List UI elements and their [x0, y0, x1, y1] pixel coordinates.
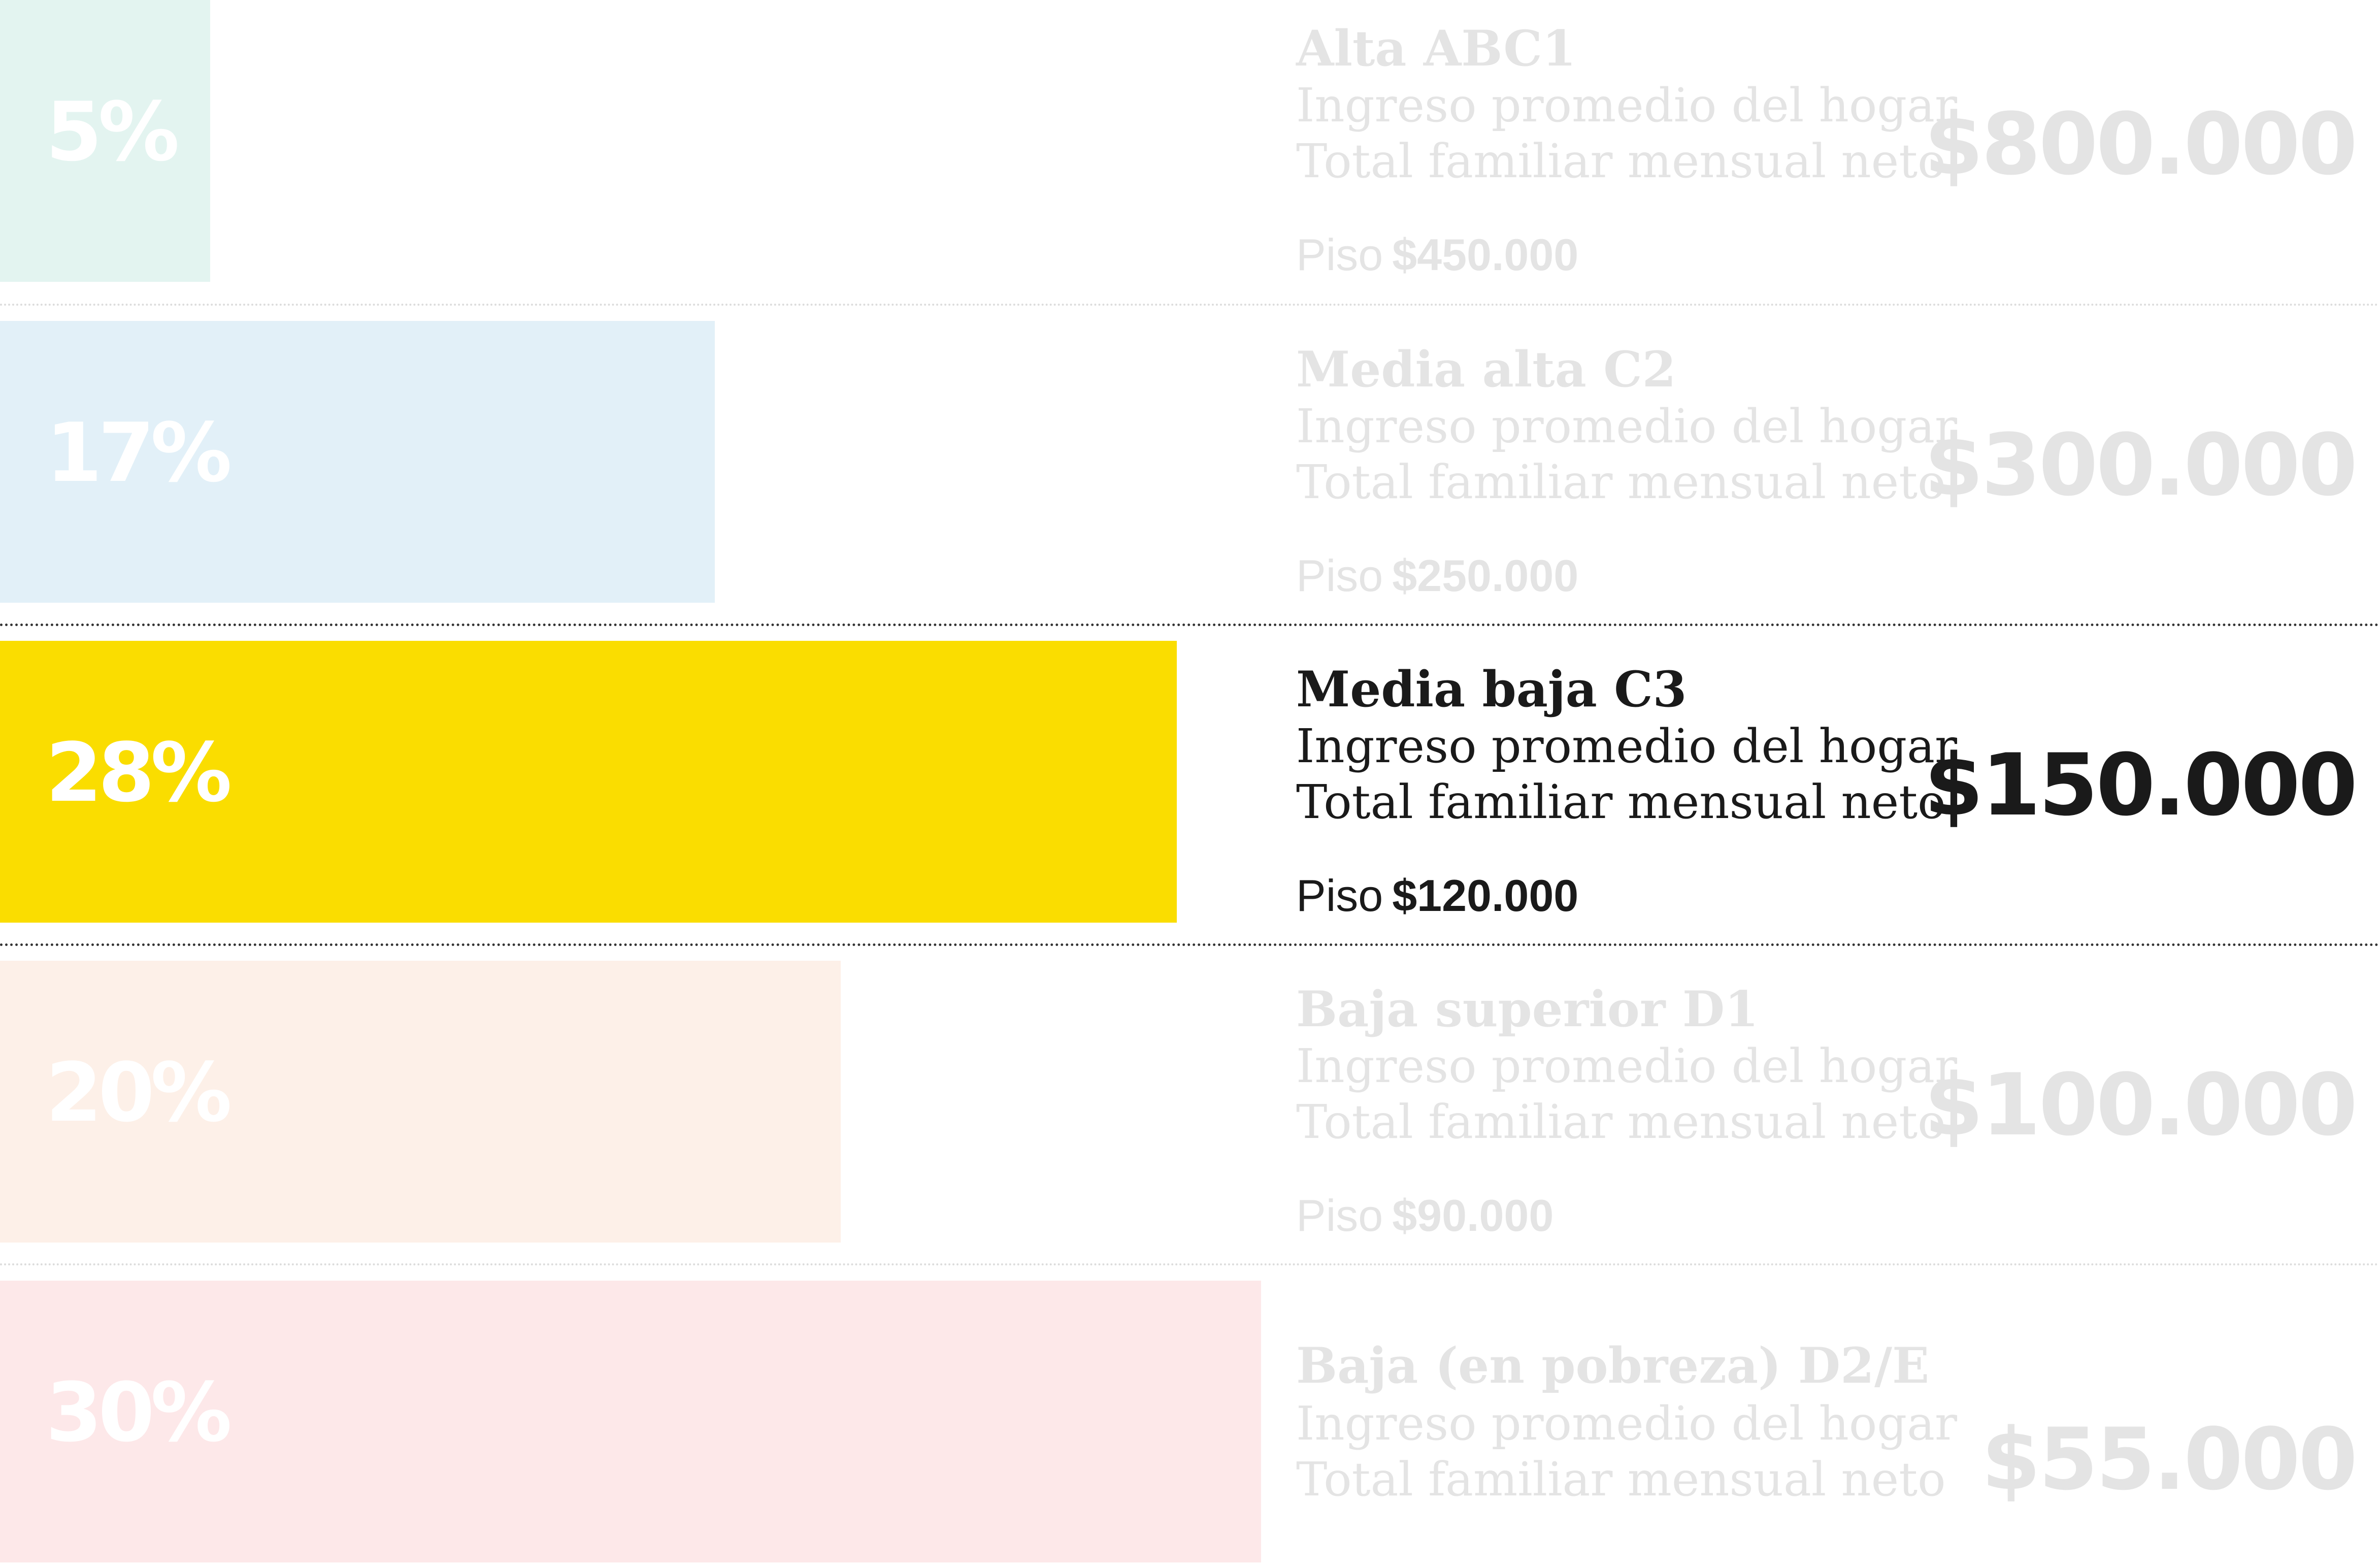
bar-percent-label: 30%: [46, 1365, 232, 1460]
income-floor: Piso $90.000: [1296, 1193, 1553, 1238]
income-label-line2: Total familiar mensual neto: [1296, 775, 1946, 829]
income-label-line1: Ingreso promedio del hogar: [1296, 719, 1958, 773]
average-income-amount: $800.000: [1924, 94, 2358, 194]
floor-label: Piso: [1296, 230, 1383, 280]
bar: [0, 321, 715, 603]
income-floor: Piso $250.000: [1296, 553, 1578, 598]
category-row: 20% Baja superior D1 Ingreso promedio del …: [0, 961, 2380, 1243]
bar: [0, 641, 1177, 923]
average-income-amount: $100.000: [1924, 1055, 2358, 1155]
bar: [0, 961, 841, 1243]
income-label-line1: Ingreso promedio del hogar: [1296, 1396, 1958, 1451]
income-label-line1: Ingreso promedio del hogar: [1296, 399, 1958, 453]
row-separator: [0, 304, 2380, 306]
floor-label: Piso: [1296, 550, 1383, 601]
category-name: Media baja C3: [1296, 661, 1687, 718]
floor-value: $120.000: [1392, 870, 1579, 921]
income-label-line2: Total familiar mensual neto: [1296, 455, 1946, 509]
category-name: Baja superior D1: [1296, 981, 1759, 1038]
category-row: 5% Alta ABC1 Ingreso promedio del hogar Tot…: [0, 0, 2380, 282]
average-income-amount: $300.000: [1924, 415, 2358, 515]
income-floor: Piso $450.000: [1296, 233, 1578, 277]
floor-value: $450.000: [1392, 230, 1579, 280]
income-label-line1: Ingreso promedio del hogar: [1296, 78, 1958, 133]
bar-percent-label: 28%: [46, 725, 232, 820]
row-separator: [0, 624, 2380, 626]
floor-value: $250.000: [1392, 550, 1579, 601]
row-separator: [0, 1263, 2380, 1265]
floor-label: Piso: [1296, 870, 1383, 921]
category-name: Media alta C2: [1296, 341, 1676, 398]
category-name: Baja (en pobreza) D2/E: [1296, 1337, 1930, 1394]
bar: [0, 1281, 1261, 1562]
bar-percent-label: 20%: [46, 1045, 232, 1140]
bar-percent-label: 5%: [46, 84, 180, 179]
category-name: Alta ABC1: [1296, 20, 1576, 77]
income-label-line2: Total familiar mensual neto: [1296, 134, 1946, 188]
average-income-amount: $150.000: [1924, 735, 2358, 835]
floor-label: Piso: [1296, 1190, 1383, 1241]
category-row: 30% Baja (en pobreza) D2/E Ingreso promedi…: [0, 1281, 2380, 1562]
income-label-line2: Total familiar mensual neto: [1296, 1452, 1946, 1507]
average-income-amount: $55.000: [1981, 1410, 2358, 1509]
row-separator: [0, 943, 2380, 946]
bar: [0, 0, 210, 282]
income-label-line1: Ingreso promedio del hogar: [1296, 1039, 1958, 1093]
income-label-line2: Total familiar mensual neto: [1296, 1095, 1946, 1149]
floor-value: $90.000: [1392, 1190, 1554, 1241]
income-floor: Piso $120.000: [1296, 873, 1578, 918]
category-row: 28% Media baja C3 Ingreso promedio del hog…: [0, 641, 2380, 923]
category-row: 17% Media alta C2 Ingreso promedio del hog…: [0, 321, 2380, 603]
bar-percent-label: 17%: [46, 405, 232, 500]
